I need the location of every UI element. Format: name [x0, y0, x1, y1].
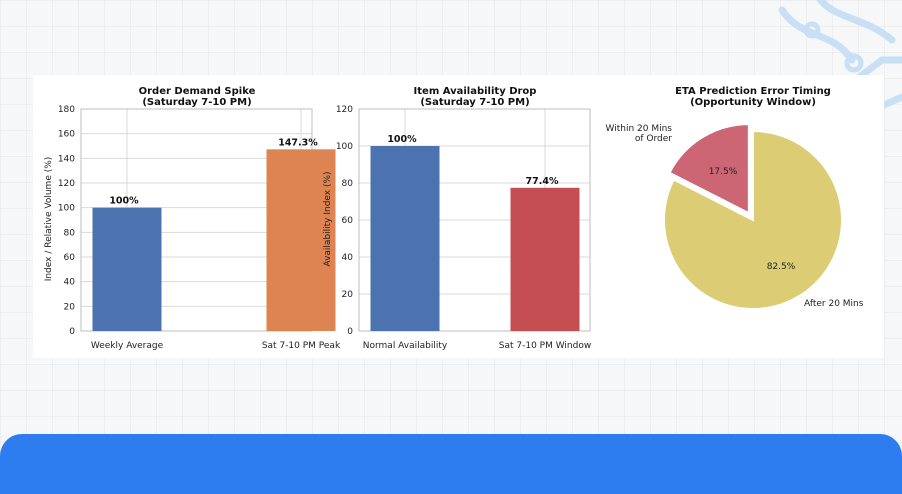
- y-axis-label: Index / Relative Volume (%): [44, 157, 54, 282]
- y-tick-label: 60: [342, 216, 354, 226]
- x-tick-label: Sat 7-10 PM Peak: [262, 341, 341, 351]
- bar: [370, 146, 440, 331]
- availability-chart: Item Availability Drop (Saturday 7-10 PM…: [323, 86, 591, 351]
- y-tick-label: 40: [342, 253, 354, 263]
- y-tick-label: 100: [336, 142, 353, 152]
- y-tick-label: 80: [64, 228, 76, 238]
- chart-title: Item Availability Drop: [414, 86, 537, 97]
- data-label: 100%: [387, 134, 417, 145]
- eta-error-pie-chart: ETA Prediction Error Timing (Opportunity…: [606, 86, 864, 310]
- y-tick-label: 0: [347, 327, 353, 337]
- y-tick-label: 80: [342, 179, 354, 189]
- y-axis-label: Availability Index (%): [323, 171, 333, 266]
- bar: [92, 207, 162, 331]
- demand-chart: Order Demand Spike (Saturday 7-10 PM) In…: [44, 86, 341, 351]
- y-tick-label: 120: [336, 105, 353, 115]
- charts-panel: Order Demand Spike (Saturday 7-10 PM) In…: [33, 75, 884, 358]
- y-tick-label: 40: [64, 278, 76, 288]
- y-tick-label: 140: [58, 154, 75, 164]
- pie-slice: [663, 129, 843, 310]
- chart-subtitle: (Saturday 7-10 PM): [142, 97, 251, 108]
- y-tick-label: 120: [58, 179, 75, 189]
- chart-title: ETA Prediction Error Timing: [675, 86, 831, 97]
- x-tick-label: Weekly Average: [91, 341, 164, 351]
- y-tick-label: 20: [64, 302, 76, 312]
- slice-percent: 82.5%: [767, 262, 796, 272]
- bar: [266, 149, 336, 331]
- chart-title: Order Demand Spike: [139, 86, 256, 97]
- slice-label: Within 20 Mins: [606, 124, 673, 134]
- chart-subtitle: (Opportunity Window): [690, 97, 816, 108]
- y-tick-label: 60: [64, 253, 76, 263]
- y-tick-label: 180: [58, 105, 75, 115]
- charts-svg: Order Demand Spike (Saturday 7-10 PM) In…: [44, 86, 864, 351]
- data-label: 147.3%: [278, 137, 318, 148]
- slice-percent: 17.5%: [709, 167, 738, 177]
- y-tick-label: 0: [69, 327, 75, 337]
- y-tick-label: 20: [342, 290, 354, 300]
- footer-bar: [0, 434, 902, 494]
- data-label: 77.4%: [526, 176, 559, 187]
- plot-frame: [358, 108, 591, 332]
- y-tick-label: 160: [58, 130, 75, 140]
- data-label: 100%: [109, 196, 139, 207]
- slice-label: After 20 Mins: [804, 299, 864, 309]
- bar: [510, 187, 580, 331]
- x-tick-label: Normal Availability: [363, 341, 448, 351]
- x-tick-label: Sat 7-10 PM Window: [499, 341, 591, 351]
- pie-slice: [668, 123, 750, 215]
- chart-subtitle: (Saturday 7-10 PM): [420, 97, 529, 108]
- y-tick-label: 100: [58, 204, 75, 214]
- slice-label: of Order: [635, 134, 672, 144]
